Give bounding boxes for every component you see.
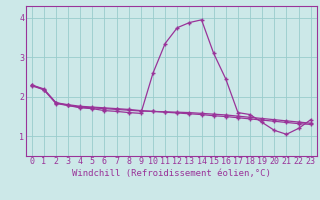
X-axis label: Windchill (Refroidissement éolien,°C): Windchill (Refroidissement éolien,°C) [72, 169, 271, 178]
